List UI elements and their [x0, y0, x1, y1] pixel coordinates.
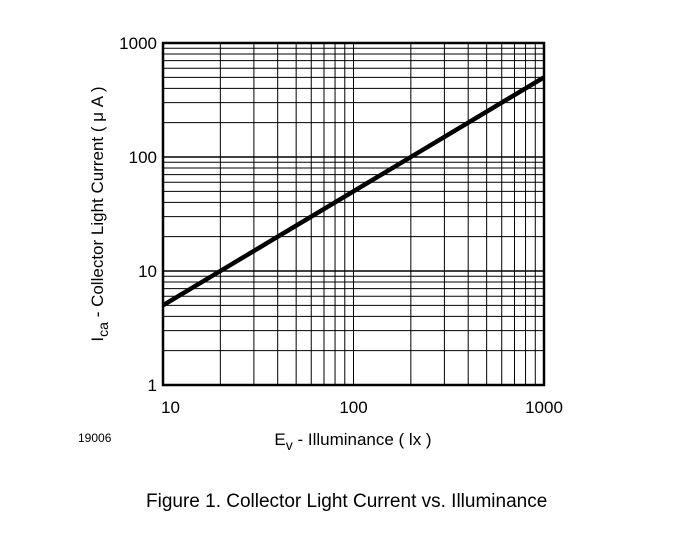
x-tick-label: 1000 [525, 398, 563, 417]
figure-id: 19006 [78, 431, 112, 445]
series-layer [161, 75, 546, 308]
plot-frame [161, 41, 546, 387]
y-axis-label-sub: ca [95, 322, 111, 337]
x-axis-label-main: E [274, 430, 285, 449]
x-axis-label: Ev - Illuminance ( lx ) [274, 430, 431, 453]
figure-caption: Figure 1. Collector Light Current vs. Il… [146, 491, 548, 512]
y-axis-label-rest: - Collector Light Current ( μ A ) [88, 86, 107, 322]
y-tick-label: 10 [138, 262, 157, 281]
y-tick-label: 100 [129, 148, 157, 167]
y-axis-label-main: I [88, 337, 107, 342]
y-tick-label: 1 [148, 376, 157, 395]
y-tick-label: 1000 [119, 34, 157, 53]
x-axis-label-rest: - Illuminance ( lx ) [293, 430, 432, 449]
y-axis-label: Ica - Collector Light Current ( μ A ) [88, 86, 111, 341]
x-axis-label-sub: v [286, 437, 293, 453]
series-line [161, 75, 546, 308]
x-tick-label: 100 [339, 398, 367, 417]
y-tick-labels: 1 10 100 1000 [119, 34, 157, 395]
x-tick-label: 10 [161, 398, 180, 417]
grid [163, 43, 544, 385]
x-tick-labels: 10 100 1000 [161, 398, 563, 417]
